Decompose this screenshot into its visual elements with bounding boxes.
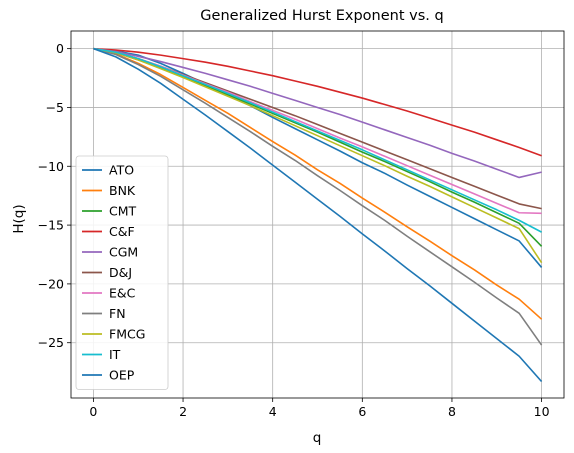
y-axis-label: H(q) (11, 204, 27, 233)
series-line-cgm (93, 47, 542, 179)
series-line-fn (93, 47, 543, 346)
legend-label-bnk: BNK (109, 183, 136, 198)
y-tick-label: −20 (38, 276, 64, 291)
plot-frame (70, 30, 565, 399)
x-axis-label: q (313, 430, 322, 446)
legend-label-ato: ATO (109, 163, 134, 178)
series-line-ato (93, 47, 543, 268)
series-line-oep (93, 47, 543, 383)
legend-box (75, 155, 169, 390)
x-tick-label: 0 (89, 404, 97, 419)
x-tick-label: 10 (534, 404, 550, 419)
legend-label-it: IT (109, 347, 121, 362)
legend-label-fmcg: FMCG (109, 327, 145, 342)
y-tick-label: −25 (38, 335, 64, 350)
legend-label-cgm: CGM (109, 245, 138, 260)
x-axis-ticks: 0 2 4 6 8 10 (89, 398, 550, 419)
series-line-c-f (93, 47, 542, 157)
y-axis-ticks: 0 −5 −10 −15 −20 −25 (38, 41, 71, 350)
legend-label-c-f: C&F (109, 224, 135, 239)
y-tick-label: −10 (38, 159, 64, 174)
x-tick-label: 8 (448, 404, 456, 419)
x-tick-label: 4 (269, 404, 277, 419)
legend-label-d-j: D&J (109, 265, 132, 280)
series-line-fmcg (93, 47, 543, 264)
y-tick-label: −5 (46, 100, 64, 115)
chart-title: Generalized Hurst Exponent vs. q (200, 8, 443, 24)
series-line-it (93, 47, 542, 233)
y-tick-label: −15 (38, 218, 64, 233)
legend-label-cmt: CMT (109, 204, 137, 219)
series-line-bnk (93, 47, 543, 320)
legend-label-e-c: E&C (109, 286, 136, 301)
y-tick-label: 0 (56, 41, 64, 56)
legend: ATO BNK CMT C&F CGM D&J E&C FN FMCG IT OEP (75, 155, 169, 390)
x-tick-label: 6 (358, 404, 366, 419)
x-tick-label: 2 (179, 404, 187, 419)
legend-label-oep: OEP (109, 368, 135, 383)
series-lines (93, 47, 543, 383)
legend-label-fn: FN (109, 306, 126, 321)
